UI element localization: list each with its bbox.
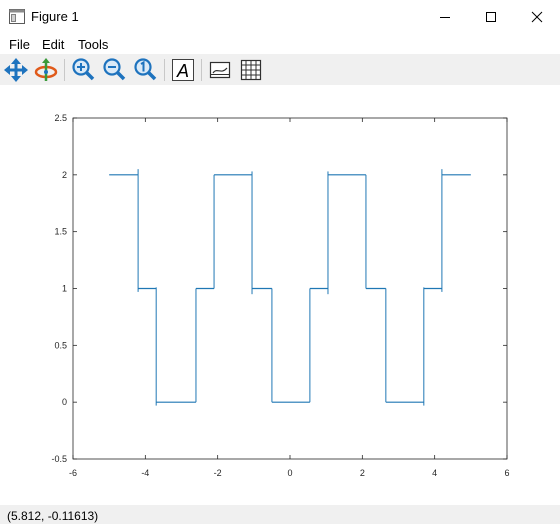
cursor-coordinates: (5.812, -0.11613) [7,509,99,523]
y-tick-label: 1.5 [54,227,67,237]
y-tick-label: -0.5 [51,454,67,464]
menu-edit[interactable]: Edit [42,37,65,52]
x-tick-label: 0 [287,468,292,478]
axes-frame [72,117,508,460]
y-tick-label: 1 [62,284,67,294]
toolbar-separator [64,59,65,81]
title-bar: Figure 1 [0,0,560,34]
insert-text-glyph: A [176,61,189,81]
figure-window-icon [9,9,25,24]
pan-icon[interactable] [3,57,29,83]
x-tick-label: -2 [214,468,222,478]
toggle-axes-icon[interactable] [207,57,233,83]
y-tick-label: 0 [62,397,67,407]
maximize-icon [486,12,496,22]
y-tick-label: 0.5 [54,340,67,350]
x-tick-label: 4 [432,468,437,478]
rotate-icon[interactable] [33,57,59,83]
y-tick-label: 2.5 [54,113,67,123]
menu-bar: File Edit Tools [0,34,560,54]
plot-area[interactable]: -6 -4 -2 0 2 4 6 -0.5 0 0.5 1 1.5 2 2.5 [0,85,560,505]
minimize-button[interactable] [422,0,468,34]
minimize-icon [440,17,450,18]
menu-tools[interactable]: Tools [78,37,109,52]
status-bar: (5.812, -0.11613) [0,505,560,524]
x-tick-label: -4 [141,468,149,478]
menu-file[interactable]: File [9,37,30,52]
figure-canvas[interactable]: -6 -4 -2 0 2 4 6 -0.5 0 0.5 1 1.5 2 2.5 [0,85,560,505]
toolbar-separator [164,59,165,81]
y-tick-label: 2 [62,170,67,180]
zoom-reset-icon[interactable] [132,57,158,83]
zoom-in-icon[interactable] [70,57,96,83]
toolbar: A [0,54,560,85]
toolbar-separator [201,59,202,81]
window-title: Figure 1 [31,9,79,24]
insert-text-icon[interactable]: A [170,57,196,83]
x-tick-label: -6 [69,468,77,478]
close-icon [531,11,543,23]
maximize-button[interactable] [468,0,514,34]
x-tick-label: 2 [360,468,365,478]
close-button[interactable] [514,0,560,34]
toggle-grid-icon[interactable] [238,57,264,83]
zoom-out-icon[interactable] [101,57,127,83]
x-tick-label: 6 [504,468,509,478]
